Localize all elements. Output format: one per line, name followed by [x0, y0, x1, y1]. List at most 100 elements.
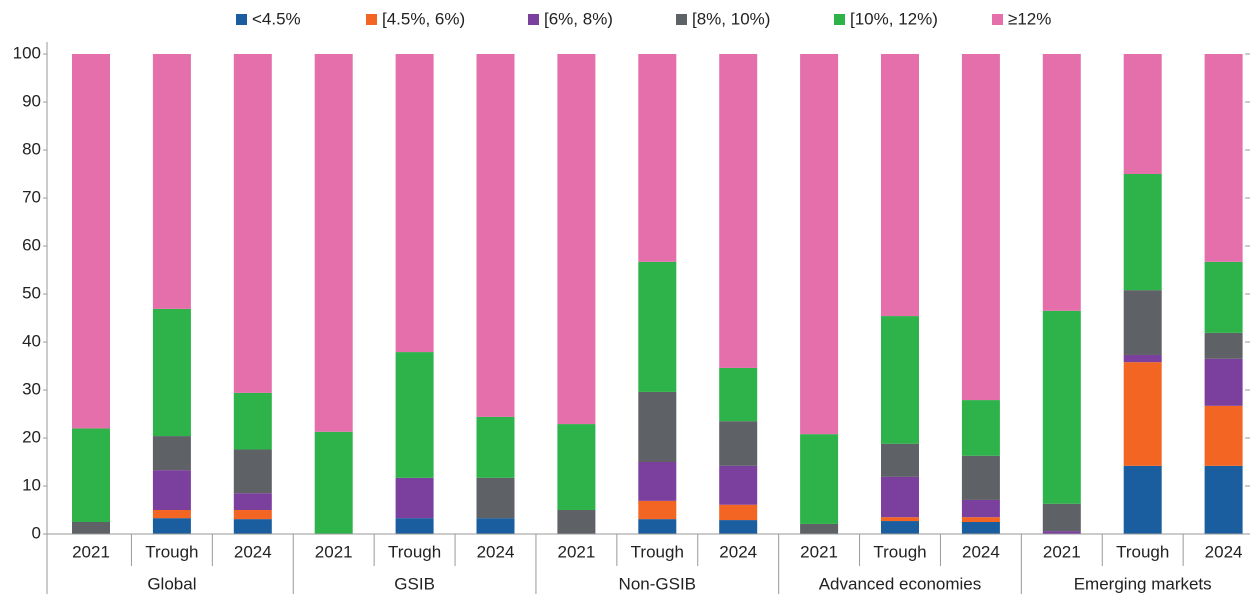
bar-segment [557, 54, 596, 425]
y-tick-label: 70 [22, 187, 41, 206]
bar-segment [800, 434, 839, 524]
x-tick-label: 2024 [962, 542, 1000, 561]
y-tick-label: 90 [22, 91, 41, 110]
bar-segment [1123, 465, 1162, 534]
bar-segment [476, 518, 515, 534]
bar-segment [1123, 290, 1162, 355]
x-tick-label: Trough [388, 542, 441, 561]
x-tick-label: 2024 [1205, 542, 1243, 561]
bar-segment [152, 470, 191, 510]
bar-segment [72, 428, 110, 522]
x-tick-label: Trough [1116, 542, 1169, 561]
bar-segment [314, 431, 353, 534]
legend-label: <4.5% [252, 9, 301, 28]
legend-label: ≥12% [1008, 9, 1051, 28]
bar-segment [881, 443, 919, 477]
x-tick-label: 2021 [557, 542, 595, 561]
x-tick-label: 2021 [800, 542, 838, 561]
y-tick-label: 50 [22, 283, 41, 302]
bar-segment [719, 421, 758, 466]
bar-segment [1204, 261, 1243, 333]
bar-segment [961, 400, 1000, 456]
bar-segment [395, 352, 434, 478]
bar-segment [233, 392, 272, 450]
bar-segment [476, 416, 515, 478]
bar-segment [233, 493, 272, 510]
legend-label: [10%, 12%) [850, 9, 938, 28]
bar-segment [1042, 54, 1081, 311]
bar-segment [152, 54, 191, 309]
y-tick-label: 0 [32, 523, 41, 542]
group-label: Advanced economies [819, 574, 982, 593]
bar-segment [881, 521, 919, 534]
bar-segment [719, 54, 758, 368]
bar-segment [719, 504, 758, 521]
legend-swatch [366, 14, 377, 25]
bar-segment [233, 54, 272, 393]
bar-segment [638, 500, 677, 520]
bar-segment [395, 477, 434, 519]
bar-segment [72, 54, 110, 429]
x-tick-label: Trough [631, 542, 684, 561]
group-label: Global [147, 574, 196, 593]
bar-segment [233, 449, 272, 494]
bar-segment [800, 523, 839, 534]
x-tick-label: 2021 [1043, 542, 1081, 561]
bar-segment [476, 477, 515, 519]
bar-segment [961, 54, 1000, 401]
bar-segment [152, 308, 191, 437]
bar-segment [961, 499, 1000, 518]
bar-segment [152, 436, 191, 471]
bar-segment [638, 54, 677, 262]
bar-segment [1042, 531, 1081, 534]
x-tick-label: 2024 [477, 542, 515, 561]
y-tick-label: 10 [22, 475, 41, 494]
y-tick-label: 20 [22, 427, 41, 446]
y-tick-label: 30 [22, 379, 41, 398]
bar-segment [881, 476, 919, 518]
y-tick-label: 60 [22, 235, 41, 254]
bar-segment [800, 54, 839, 435]
bar-segment [961, 522, 1000, 534]
bar-segment [233, 519, 272, 534]
bar-segment [638, 391, 677, 462]
bar-segment [1123, 54, 1162, 174]
bar-segment [1204, 405, 1243, 466]
bar-segment [881, 316, 919, 444]
bar-segment [314, 54, 353, 432]
bar-segment [72, 522, 110, 534]
bar-segment [719, 465, 758, 505]
x-tick-label: 2021 [72, 542, 110, 561]
legend-swatch [528, 14, 539, 25]
legend-swatch [992, 14, 1003, 25]
x-tick-label: 2024 [719, 542, 757, 561]
x-tick-label: 2024 [234, 542, 272, 561]
bar-segment [152, 510, 191, 519]
x-tick-label: 2021 [315, 542, 353, 561]
legend-swatch [676, 14, 687, 25]
x-tick-label: Trough [873, 542, 926, 561]
y-tick-label: 80 [22, 139, 41, 158]
bar-segment [1123, 174, 1162, 291]
bar-segment [1042, 503, 1081, 532]
bar-segment [395, 518, 434, 534]
legend-label: [6%, 8%) [544, 9, 613, 28]
legend-swatch [834, 14, 845, 25]
bar-segment [395, 54, 434, 353]
bar-segment [1204, 54, 1243, 262]
bar-segment [1042, 310, 1081, 504]
bar-segment [557, 510, 596, 534]
legend-label: [4.5%, 6%) [382, 9, 465, 28]
bar-segment [961, 455, 1000, 500]
y-tick-label: 100 [13, 43, 41, 62]
legend-label: [8%, 10%) [692, 9, 770, 28]
group-label: Emerging markets [1074, 574, 1212, 593]
bar-segment [881, 54, 919, 317]
bar-segment [719, 520, 758, 534]
bar-segment [557, 424, 596, 510]
bar-segment [233, 510, 272, 520]
legend-swatch [236, 14, 247, 25]
y-tick-label: 40 [22, 331, 41, 350]
bar-segment [881, 517, 919, 522]
